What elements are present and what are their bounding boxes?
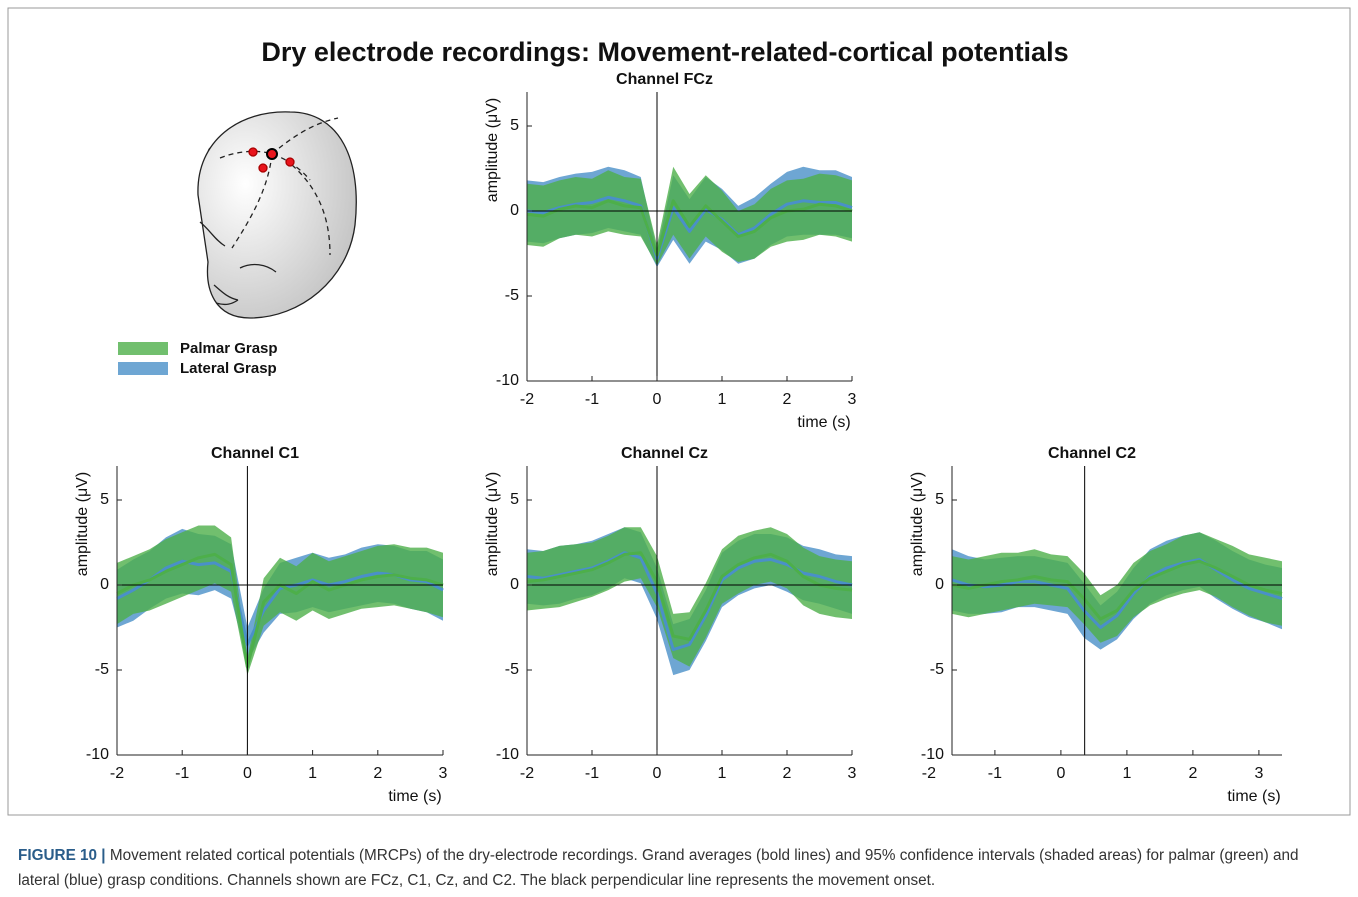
y-tick-label: -5 (930, 661, 944, 678)
x-tick-label: 0 (243, 765, 252, 782)
y-axis-label: amplitude (μV) (484, 472, 501, 576)
mean-line (951, 558, 1283, 629)
legend-label: Palmar Grasp (180, 340, 278, 357)
mean-line (951, 559, 1283, 621)
y-tick-label: -10 (496, 372, 519, 389)
mean-line (526, 195, 853, 261)
x-tick-label: 3 (439, 765, 448, 782)
y-tick-label: 0 (935, 576, 944, 593)
x-tick-label: 1 (718, 765, 727, 782)
legend-label: Lateral Grasp (180, 360, 277, 377)
subplot-title: Channel C1 (211, 445, 299, 462)
head-illustration (197, 111, 357, 319)
x-tick-label: 3 (848, 391, 857, 408)
y-tick-label: 0 (510, 576, 519, 593)
y-axis-label: amplitude (μV) (484, 98, 501, 202)
confidence-band (952, 532, 1282, 643)
x-tick-label: -1 (175, 765, 189, 782)
subplot-title: Channel C2 (1048, 445, 1136, 462)
y-tick-label: -10 (921, 746, 944, 763)
x-tick-label: 0 (1056, 765, 1065, 782)
y-tick-label: 0 (510, 202, 519, 219)
x-tick-label: 0 (653, 391, 662, 408)
legend-swatch (118, 362, 168, 375)
x-axis-label: time (s) (388, 788, 441, 805)
mean-line (526, 199, 853, 257)
x-tick-label: -1 (585, 765, 599, 782)
x-tick-label: -1 (585, 391, 599, 408)
x-tick-label: -2 (520, 765, 534, 782)
x-tick-label: 1 (308, 765, 317, 782)
y-tick-label: 5 (510, 117, 519, 134)
x-tick-label: -2 (520, 391, 534, 408)
x-tick-label: 2 (1188, 765, 1197, 782)
confidence-band (117, 525, 443, 676)
y-tick-label: 5 (510, 491, 519, 508)
y-axis-label: amplitude (μV) (74, 472, 91, 576)
y-tick-label: 0 (100, 576, 109, 593)
y-tick-label: -10 (496, 746, 519, 763)
x-tick-label: 1 (718, 391, 727, 408)
x-tick-label: 2 (373, 765, 382, 782)
caption-text: Movement related cortical potentials (MR… (18, 847, 1299, 889)
caption: FIGURE 10 | Movement related cortical po… (18, 843, 1343, 893)
x-axis-label: time (s) (797, 414, 850, 431)
x-tick-label: 2 (783, 765, 792, 782)
y-axis-label: amplitude (μV) (909, 472, 926, 576)
x-tick-label: 3 (848, 765, 857, 782)
figure-frame (7, 7, 1351, 816)
x-tick-label: 1 (1122, 765, 1131, 782)
confidence-band (527, 166, 852, 266)
y-tick-label: -5 (95, 661, 109, 678)
y-tick-label: 5 (100, 491, 109, 508)
x-tick-label: 2 (783, 391, 792, 408)
y-tick-label: -5 (505, 287, 519, 304)
y-tick-label: 5 (935, 491, 944, 508)
mean-line (526, 551, 853, 641)
y-tick-label: -5 (505, 661, 519, 678)
x-tick-label: 3 (1254, 765, 1263, 782)
caption-label: FIGURE 10 | (18, 847, 106, 864)
figure-title: Dry electrode recordings: Movement-relat… (261, 37, 1068, 67)
legend-swatch (118, 342, 168, 355)
x-tick-label: -2 (110, 765, 124, 782)
y-tick-label: -10 (86, 746, 109, 763)
x-tick-label: -2 (922, 765, 936, 782)
x-tick-label: -1 (988, 765, 1002, 782)
subplot-title: Channel FCz (616, 71, 713, 88)
subplot-title: Channel Cz (621, 445, 708, 462)
x-axis-label: time (s) (1227, 788, 1280, 805)
x-tick-label: 0 (653, 765, 662, 782)
